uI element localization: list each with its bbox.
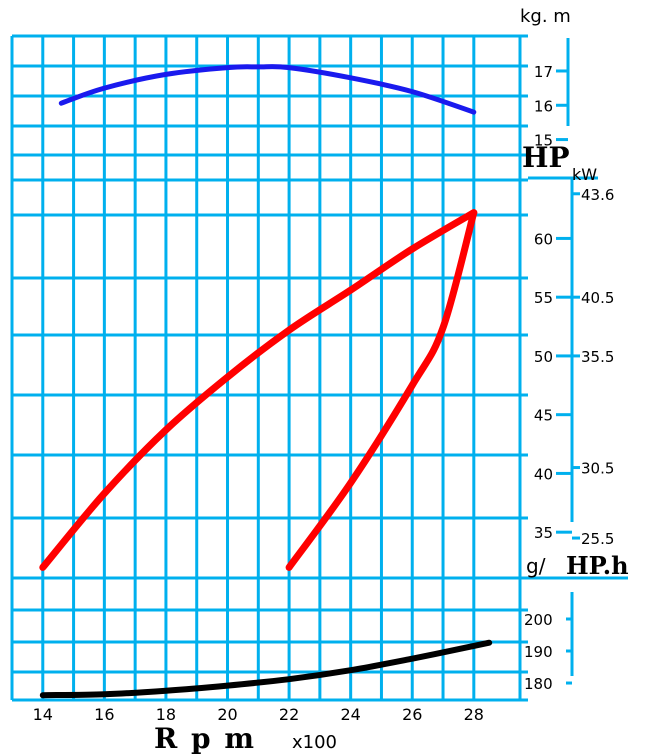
hp-tick-label: 45 bbox=[534, 407, 553, 425]
x-tick-label: 24 bbox=[340, 705, 360, 724]
x-tick-label: 22 bbox=[279, 705, 299, 724]
consumption-tick-label: 200 bbox=[524, 611, 553, 629]
x-tick-label: 20 bbox=[217, 705, 237, 724]
consumption-unit-big-label: HP.h bbox=[566, 551, 629, 580]
hp-tick-label: 60 bbox=[534, 230, 553, 248]
x-tick-label: 18 bbox=[156, 705, 176, 724]
kw-tick-label: 35.5 bbox=[581, 348, 614, 366]
kw-tick-label: 25.5 bbox=[581, 530, 614, 548]
kw-tick-label: 43.6 bbox=[581, 186, 614, 204]
x-axis-label: R p m bbox=[154, 722, 256, 755]
consumption-tick-label: 190 bbox=[524, 643, 553, 661]
torque-tick-label: 16 bbox=[534, 97, 553, 115]
consumption-tick-label: 180 bbox=[524, 675, 553, 693]
hp-tick-label: 35 bbox=[534, 524, 553, 542]
curves bbox=[39, 64, 493, 699]
torque-unit-label: kg. m bbox=[520, 6, 571, 27]
labels: kg. m HP kW g/ HP.h R p m x100 bbox=[154, 6, 629, 755]
x-tick-label: 16 bbox=[94, 705, 114, 724]
torque-tick-label: 15 bbox=[534, 132, 553, 150]
kw-unit-label: kW bbox=[572, 165, 597, 184]
x-tick-label: 26 bbox=[402, 705, 422, 724]
hp-tick-label: 55 bbox=[534, 289, 553, 307]
x-axis-unit: x100 bbox=[292, 732, 337, 753]
right-axes: 14 16 18 20 22 24 26 28 17 16 15 60 55 50 45 40 35 43.6 40… bbox=[33, 38, 628, 724]
torque-tick-label: 17 bbox=[534, 63, 553, 81]
power-curve bbox=[285, 209, 478, 571]
consumption-unit-label: g/ bbox=[526, 554, 546, 578]
x-tick-label: 14 bbox=[33, 705, 53, 724]
kw-tick-label: 40.5 bbox=[581, 289, 614, 307]
grid-lines bbox=[10, 34, 528, 702]
hp-unit-label: HP bbox=[522, 141, 570, 174]
hp-tick-label: 50 bbox=[534, 348, 553, 366]
consumption-curve bbox=[39, 639, 493, 699]
power-curve bbox=[39, 209, 478, 571]
hp-tick-label: 40 bbox=[534, 465, 553, 483]
kw-tick-label: 30.5 bbox=[581, 460, 614, 478]
x-tick-label: 28 bbox=[464, 705, 484, 724]
torque-curve bbox=[58, 64, 477, 115]
